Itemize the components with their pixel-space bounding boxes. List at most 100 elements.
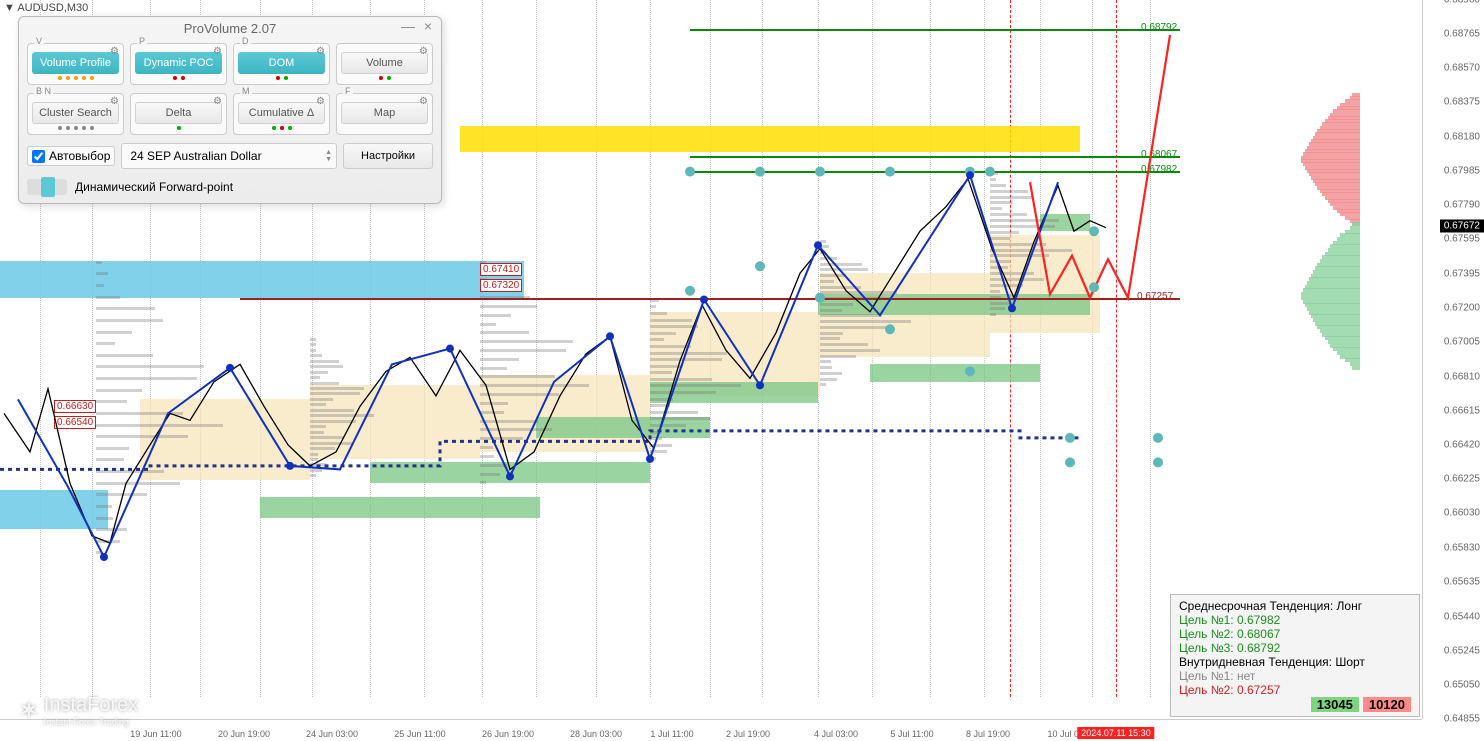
market-profile-bar [1315,266,1360,270]
volume-profile-bar [820,280,834,283]
auto-select-input[interactable] [32,150,45,163]
volume-profile-bar [96,389,142,392]
instrument-select[interactable]: 24 SEP Australian Dollar ▲▼ [121,143,337,169]
panel-button[interactable]: Cluster Search [32,102,119,124]
panel-button-box: F⚙Map [336,93,433,135]
poc-label: 0.67410 [480,263,522,276]
volume-profile-bar [820,383,826,386]
target-label: 0.67982 [1138,164,1180,175]
provolume-panel[interactable]: ProVolume 2.07 — × V⚙Volume ProfileP⚙Dyn… [18,16,442,204]
settings-button[interactable]: Настройки [343,143,433,169]
volume-profile-bar [820,378,837,381]
panel-title-bar[interactable]: ProVolume 2.07 — × [19,17,441,39]
price-band [0,490,108,529]
price-band [370,462,650,483]
market-profile-bar [1350,226,1360,230]
volume-profile-bar [990,190,1028,193]
volume-profile-bar [990,290,1000,293]
marker-vline [1010,0,1011,697]
volume-profile-bar [820,291,897,294]
panel-button[interactable]: Volume [341,52,428,74]
minimize-icon[interactable]: — [401,19,415,33]
market-profile-bar [1350,362,1360,366]
panel-button-box: P⚙Dynamic POC [130,43,227,85]
panel-button[interactable]: Dynamic POC [135,52,222,74]
volume-profile-bar [990,313,996,316]
price-tick: 0.68765 [1444,29,1480,40]
market-profile-bar [1330,244,1360,248]
market-profile-bar [1352,222,1360,226]
panel-button-box: ⚙Delta [130,93,227,135]
market-profile-bar [1313,270,1360,274]
volume-profile-bar [480,305,537,308]
target-label: 0.68792 [1138,22,1180,33]
price-tick: 0.65635 [1444,577,1480,588]
volume-profile-bar [650,345,691,348]
support-hline [240,298,1180,300]
volume-profile-bar [990,254,1049,257]
market-profile-bar [1301,292,1360,296]
market-profile-bar [1340,355,1360,359]
panel-button[interactable]: DOM [238,52,325,74]
volume-profile-bar [650,424,686,427]
target-3: Цель №3: 0.68792 [1179,641,1411,655]
time-tick: 4 Jul 03:00 [814,729,858,739]
gear-icon[interactable]: ⚙ [110,46,119,57]
instrument-value: 24 SEP Australian Dollar [130,149,261,163]
time-axis: 19 Jun 11:0020 Jun 19:0024 Jun 03:0025 J… [0,719,1422,741]
session-vline [1040,0,1041,697]
gear-icon[interactable]: ⚙ [316,96,325,107]
time-tick: 8 Jul 19:00 [966,729,1010,739]
volume-profile-bar [990,266,1008,269]
volume-profile-bar [310,365,343,368]
gear-icon[interactable]: ⚙ [419,96,428,107]
volume-profile-bar [650,450,667,453]
gear-icon[interactable]: ⚙ [110,96,119,107]
volume-profile-bar [990,213,1027,216]
gear-icon[interactable]: ⚙ [213,46,222,57]
volume-profile-bar [990,237,1010,240]
logo-icon: ✶ [18,695,40,726]
market-profile-bar [1352,366,1360,370]
volume-profile-bar [990,302,1010,305]
volume-profile-bar [820,326,886,329]
volume-profile-bar [990,272,1034,275]
market-profile-bar [1322,333,1360,337]
panel-button[interactable]: Cumulative Δ [238,102,325,124]
target-hline [690,171,1180,173]
chevron-updown-icon[interactable]: ▲▼ [325,149,332,163]
volume-profile-bar [480,384,589,387]
volume-profile-bar [820,372,842,375]
volume-profile-bar [96,377,197,380]
volume-profile-bar [650,312,667,315]
volume-profile-bar [480,358,519,361]
market-profile-bar [1345,358,1360,362]
volume-profile-bar [310,371,328,374]
panel-button[interactable]: Delta [135,102,222,124]
panel-button[interactable]: Volume Profile [32,52,119,74]
indicator-dots [238,76,325,80]
indicator-dots [341,76,428,80]
gear-icon[interactable]: ⚙ [213,96,222,107]
gear-icon[interactable]: ⚙ [316,46,325,57]
price-tick: 0.67005 [1444,337,1480,348]
forward-point-toggle[interactable] [27,179,67,195]
market-profile-bar [1305,303,1360,307]
panel-button[interactable]: Map [341,102,428,124]
close-icon[interactable]: × [421,19,435,33]
auto-select-checkbox[interactable]: Автовыбор [27,146,115,166]
volume-profile-bar [480,428,552,431]
volume-profile-bar [650,305,656,308]
gear-icon[interactable]: ⚙ [419,46,428,57]
trend-info-box: Среднесрочная Тенденция: Лонг Цель №1: 0… [1170,594,1420,717]
market-profile-bar [1317,263,1360,267]
time-tick: 1 Jul 11:00 [650,729,693,739]
target-1: Цель №1: 0.67982 [1179,613,1411,627]
price-tick: 0.67790 [1444,199,1480,210]
time-tick: 28 Jun 03:00 [570,729,622,739]
indicator-dots [32,126,119,130]
volume-profile-bar [650,444,672,447]
volume-profile-bar [820,268,868,271]
market-profile-bar [1337,237,1360,241]
time-tick: 2 Jul 19:00 [726,729,770,739]
